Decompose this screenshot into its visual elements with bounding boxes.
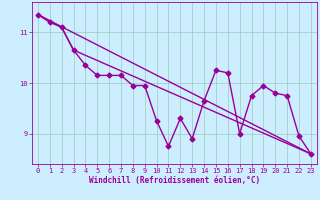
X-axis label: Windchill (Refroidissement éolien,°C): Windchill (Refroidissement éolien,°C) (89, 176, 260, 185)
